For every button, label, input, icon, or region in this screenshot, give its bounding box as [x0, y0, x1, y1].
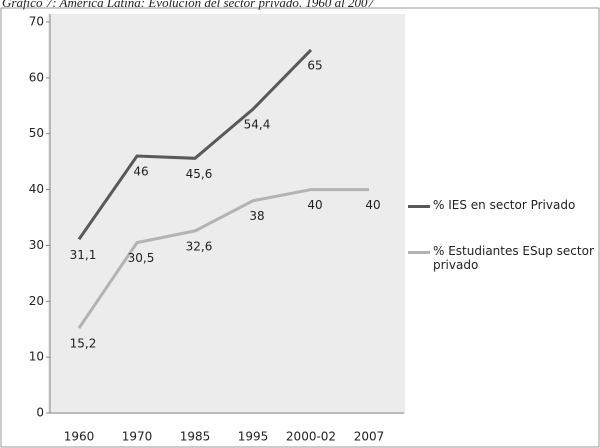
x-tick-label: 1960	[64, 430, 95, 444]
legend-item: % Estudiantes ESup sector privado	[408, 244, 598, 272]
x-tick-label: 2007	[354, 430, 385, 444]
y-tick-label: 50	[29, 126, 44, 140]
y-tick-label: 0	[36, 406, 44, 420]
y-tick-label: 40	[29, 182, 44, 196]
y-tick-label: 20	[29, 294, 44, 308]
data-label: 31,1	[70, 248, 97, 262]
x-tick-label: 1995	[238, 430, 269, 444]
legend-label: % IES en sector Privado	[433, 198, 576, 212]
y-tick-label: 10	[29, 350, 44, 364]
legend-item: % IES en sector Privado	[408, 198, 598, 212]
frame	[0, 7, 600, 448]
data-label: 15,2	[70, 337, 97, 351]
x-tick-label: 2000-02	[286, 430, 336, 444]
data-label: 46	[133, 165, 148, 179]
data-label: 40	[365, 198, 380, 212]
data-label: 65	[307, 58, 322, 72]
chart-title: Gráfico 7: América Latina: Evolución del…	[2, 0, 375, 10]
data-label: 32,6	[186, 239, 213, 253]
legend-label: % Estudiantes ESup sector privado	[433, 244, 594, 272]
data-label: 38	[249, 209, 264, 223]
data-label: 45,6	[186, 167, 213, 181]
legend-swatch	[408, 251, 430, 254]
legend-swatch	[408, 205, 430, 208]
y-tick-label: 30	[29, 238, 44, 252]
y-tick-label: 60	[29, 70, 44, 84]
data-label: 30,5	[128, 251, 155, 265]
data-label: 54,4	[244, 118, 271, 132]
series-line	[77, 48, 313, 241]
data-label: 40	[307, 198, 322, 212]
y-tick-label: 70	[29, 15, 44, 29]
x-tick-label: 1970	[122, 430, 153, 444]
x-tick-label: 1985	[180, 430, 211, 444]
series-line	[77, 188, 369, 329]
